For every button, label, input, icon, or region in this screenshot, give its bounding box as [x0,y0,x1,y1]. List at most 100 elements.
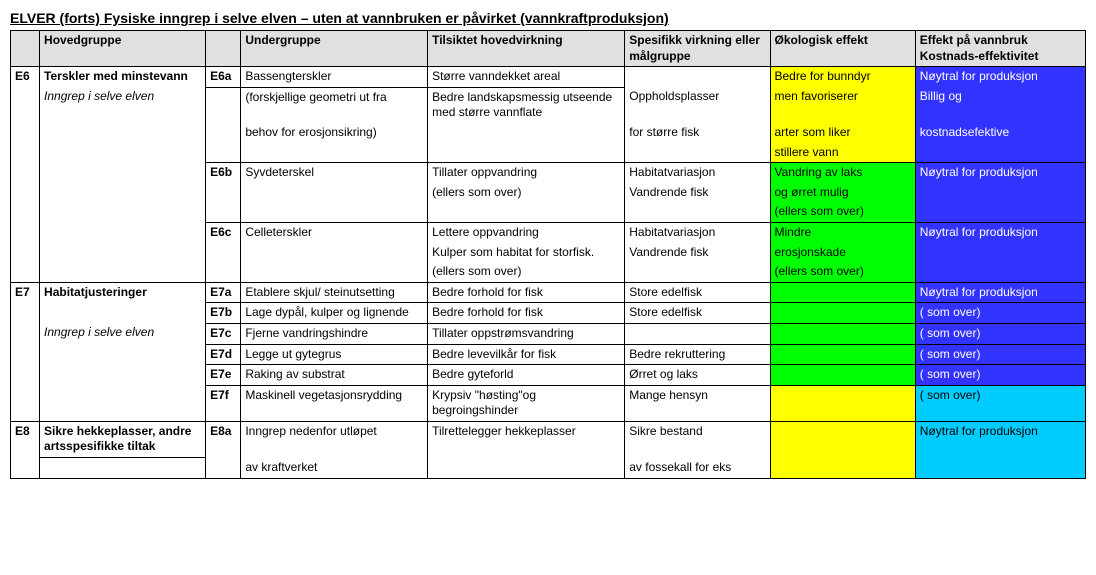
table-cell: Bedre forhold for fisk [428,282,625,303]
table-cell: Tilrettelegger hekkeplasser [428,421,625,457]
table-cell: E6b [206,163,241,183]
table-row: E7dLegge ut gytegrusBedre levevilkår for… [11,344,1086,365]
table-cell: Maskinell vegetasjonsrydding [241,385,428,421]
table-cell [915,458,1085,479]
table-cell [40,163,206,183]
table-row: E8Sikre hekkeplasser, andre artsspesifik… [11,421,1086,457]
table-cell [625,143,770,163]
table-cell [770,282,915,303]
table-cell [770,303,915,324]
table-cell: Tillater oppvandring [428,163,625,183]
table-cell [40,202,206,222]
header-undergruppe: Undergruppe [241,31,428,67]
table-cell: ( som over) [915,385,1085,421]
table-cell: E7d [206,344,241,365]
table-cell: av fossekall for eks [625,458,770,479]
table-cell [40,344,206,365]
table-cell: Lage dypål, kulper og lignende [241,303,428,324]
table-cell [770,421,915,457]
table-cell [206,87,241,123]
table-cell: E7f [206,385,241,421]
table-cell [11,202,40,222]
table-cell: E7b [206,303,241,324]
table-cell [625,67,770,88]
table-cell: Inngrep nedenfor utløpet [241,421,428,457]
table-cell [40,143,206,163]
table-cell [11,365,40,386]
table-cell [770,458,915,479]
table-row: Inngrep i selve elvenE7cFjerne vandrings… [11,323,1086,344]
table-cell: Bedre gyteforld [428,365,625,386]
table-cell [11,303,40,324]
table-cell: Bedre forhold for fisk [428,303,625,324]
table-cell: E7a [206,282,241,303]
table-cell: Bedre rekruttering [625,344,770,365]
table-row: E7fMaskinell vegetasjonsryddingKrypsiv "… [11,385,1086,421]
table-cell: Bedre for bunndyr [770,67,915,88]
header-effekt: Effekt på vannbruk Kostnads-effektivitet [915,31,1085,67]
table-cell: Oppholdsplasser [625,87,770,123]
page-title: ELVER (forts) Fysiske inngrep i selve el… [10,10,1086,26]
table-cell: ( som over) [915,344,1085,365]
table-cell: og ørret mulig [770,183,915,203]
table-cell: E7 [11,282,40,303]
table-cell [40,365,206,386]
table-cell: Nøytral for produksjon [915,421,1085,457]
table-cell [11,143,40,163]
table-cell [206,123,241,143]
table-cell: (ellers som over) [770,202,915,222]
table-row: E7HabitatjusteringerE7aEtablere skjul/ s… [11,282,1086,303]
header-hovedgruppe: Hovedgruppe [40,31,206,67]
table-row: (ellers som over) [11,202,1086,222]
table-row: Inngrep i selve elven (forskjellige geom… [11,87,1086,123]
table-cell [11,87,40,123]
header-tilsiktet: Tilsiktet hovedvirkning [428,31,625,67]
table-cell: Habitatvariasjon [625,163,770,183]
table-cell [241,143,428,163]
table-cell: E7e [206,365,241,386]
table-row: E6 Terskler med minstevannE6aBassengters… [11,67,1086,88]
table-cell: Lettere oppvandring [428,222,625,242]
table-cell [11,323,40,344]
table-cell: Etablere skjul/ steinutsetting [241,282,428,303]
table-cell [206,183,241,203]
table-cell [428,458,625,479]
table-cell: Vandring av laks [770,163,915,183]
table-row: stillere vann [11,143,1086,163]
table-cell [915,183,1085,203]
table-cell: Habitatjusteringer [40,282,206,303]
table-cell: Nøytral for produksjon [915,222,1085,242]
table-cell: Raking av substrat [241,365,428,386]
table-cell: Ørret og laks [625,365,770,386]
table-cell: (forskjellige geometri ut fra [241,87,428,123]
table-cell [428,143,625,163]
table-cell: Terskler med minstevann [40,67,206,88]
table-cell [40,183,206,203]
table-cell [206,458,241,479]
table-cell: Celleterskler [241,222,428,242]
table-cell: stillere vann [770,143,915,163]
table-cell: men favoriserer [770,87,915,123]
table-cell: Kulper som habitat for storfisk. [428,243,625,263]
table-cell: behov for erosjonsikring) [241,123,428,143]
table-cell [40,123,206,143]
table-cell [241,262,428,282]
table-cell [40,243,206,263]
table-cell [206,143,241,163]
header-spesifikk: Spesifikk virkning eller målgruppe [625,31,770,67]
table-cell: Store edelfisk [625,303,770,324]
table-cell: E8a [206,421,241,457]
table-cell [11,385,40,421]
table-cell [40,385,206,421]
table-cell [11,183,40,203]
table-cell: av kraftverket [241,458,428,479]
table-row: E7eRaking av substrat Bedre gyteforldØrr… [11,365,1086,386]
table-cell [625,262,770,282]
table-cell [11,458,40,479]
table-cell: Syvdeterskel [241,163,428,183]
table-row: E6bSyvdeterskelTillater oppvandringHabit… [11,163,1086,183]
table-cell [40,458,206,479]
table-cell [206,202,241,222]
table-cell: Vandrende fisk [625,243,770,263]
table-cell [206,243,241,263]
